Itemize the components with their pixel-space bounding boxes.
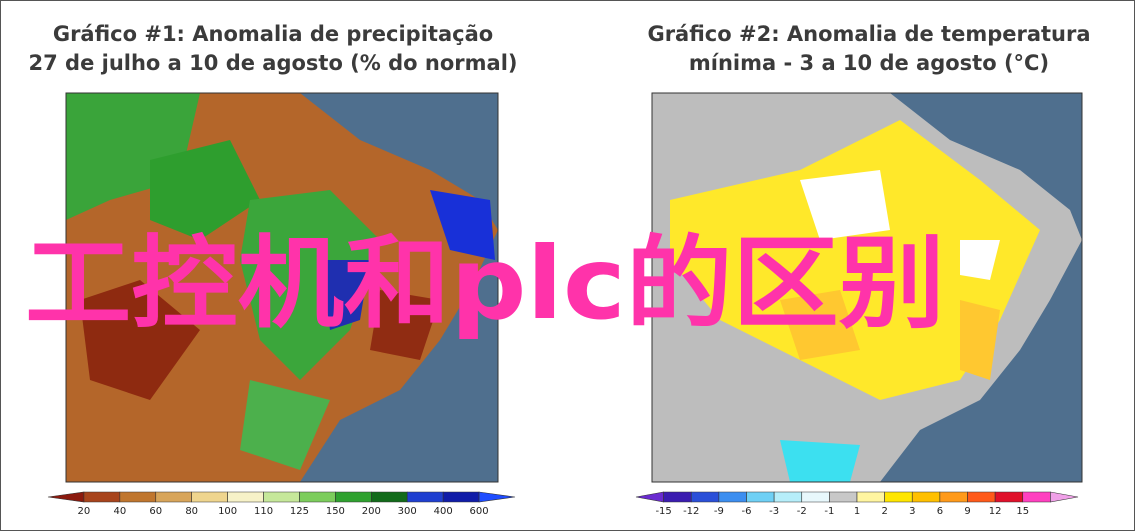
colorbar-swatch [884, 491, 913, 503]
colorbar-label: -12 [683, 506, 699, 517]
colorbar-swatch [967, 491, 996, 503]
colorbar-swatch [773, 491, 803, 503]
colorbar-label: 6 [937, 506, 943, 517]
colorbar-label: 110 [254, 506, 273, 517]
colorbar-label: 15 [1016, 506, 1029, 517]
colorbar-swatch [155, 491, 192, 503]
colorbar-swatch [406, 491, 444, 503]
colorbar-label: 150 [326, 506, 345, 517]
colorbar-swatch [299, 491, 336, 503]
colorbar-swatch [994, 491, 1024, 503]
colorbar-swatch [263, 491, 300, 503]
panel-title: Gráfico #1: Anomalia de precipitação [53, 22, 493, 46]
map-border [65, 92, 499, 483]
colorbar-swatch [829, 491, 858, 503]
colorbar-label: -1 [824, 506, 834, 517]
colorbar-swatch [911, 491, 941, 503]
temperature-map [652, 93, 1082, 482]
colorbar-label: 80 [185, 506, 198, 517]
panel-title: 27 de julho a 10 de agosto (% do normal) [29, 51, 518, 75]
colorbar-label: 600 [470, 506, 489, 517]
colorbar-swatch [191, 491, 228, 503]
colorbar-label: 125 [290, 506, 309, 517]
colorbar-label: -6 [742, 506, 752, 517]
colorbar-swatch [746, 491, 775, 503]
colorbar-swatch [718, 491, 747, 503]
colorbar-swatch [478, 491, 516, 503]
colorbar-swatch [856, 491, 885, 503]
colorbar-label: -9 [714, 506, 724, 517]
colorbar-label: 3 [909, 506, 915, 517]
precipitation-map [66, 93, 498, 482]
colorbar-label: 1 [854, 506, 860, 517]
overlay-text: 工控机和plc的区别 [25, 225, 945, 342]
colorbar-swatch [1050, 491, 1079, 503]
colorbar-swatch [119, 491, 157, 503]
colorbar-label: -3 [769, 506, 779, 517]
colorbar-label: 40 [113, 506, 126, 517]
colorbar-swatch [227, 491, 264, 503]
colorbar-label: 20 [78, 506, 91, 517]
colorbar-swatch [83, 491, 121, 503]
colorbar-swatch [939, 491, 968, 503]
colorbar-swatch [1022, 491, 1051, 503]
map-border [651, 92, 1083, 483]
panel-title: mínima - 3 a 10 de agosto (°C) [689, 51, 1049, 75]
colorbar-label: 60 [149, 506, 162, 517]
colorbar-swatch [663, 491, 692, 503]
colorbar-swatch [442, 491, 480, 503]
panel-title: Gráfico #2: Anomalia de temperatura [647, 22, 1090, 46]
colorbar-label: -2 [797, 506, 807, 517]
colorbar-label: 200 [362, 506, 381, 517]
colorbar-swatch [371, 491, 408, 503]
colorbar-swatch [801, 491, 830, 503]
colorbar-swatch [335, 491, 372, 503]
colorbar-label: 300 [398, 506, 417, 517]
colorbar-label: 2 [881, 506, 887, 517]
colorbar-label: 12 [989, 506, 1002, 517]
colorbar-label: -15 [655, 506, 671, 517]
colorbar-swatch [690, 491, 720, 503]
colorbar-label: 9 [964, 506, 970, 517]
colorbar-label: 400 [434, 506, 453, 517]
colorbar-label: 100 [218, 506, 237, 517]
